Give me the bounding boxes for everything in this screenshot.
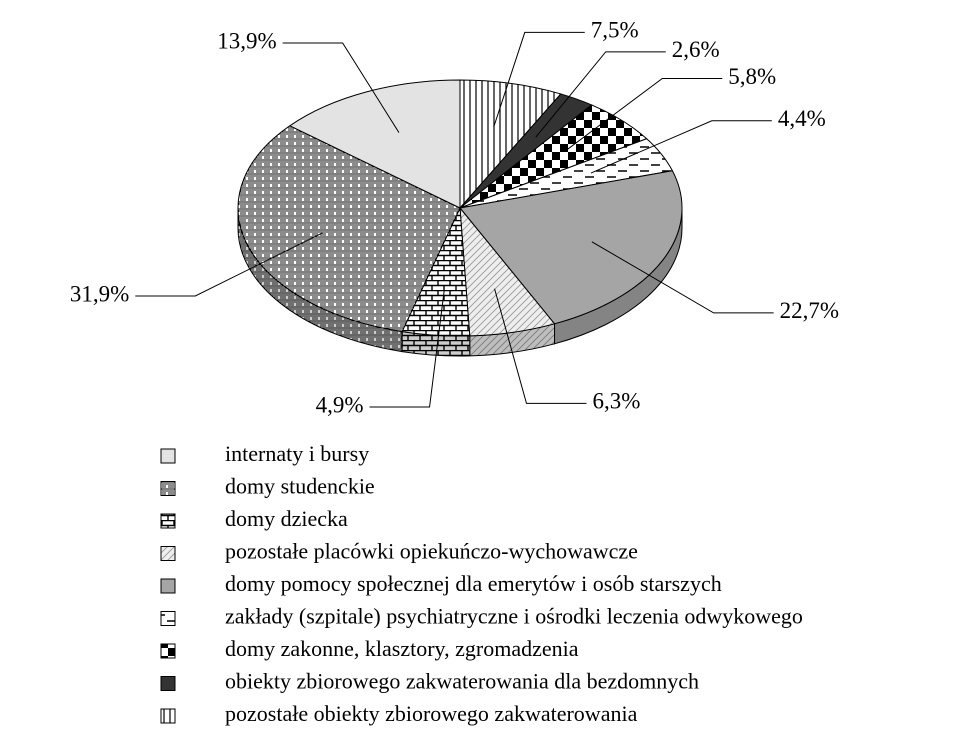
legend-swatch (160, 513, 176, 529)
data-label: 31,9% (70, 281, 129, 306)
legend-swatch (160, 481, 176, 496)
legend-label: pozostałe placówki opiekuńczo-wychowawcz… (225, 539, 638, 564)
data-label: 4,4% (778, 106, 826, 131)
legend-label: internaty i bursy (225, 441, 369, 466)
legend-swatch (160, 611, 176, 626)
data-label: 22,7% (780, 298, 839, 323)
legend-swatch (160, 643, 176, 659)
slice-side-shade (402, 331, 470, 357)
legend-swatch (160, 448, 176, 464)
legend-label: obiekty zbiorowego zakwaterowania dla be… (225, 669, 699, 694)
legend-label: domy dziecka (225, 506, 348, 531)
slice (459, 170, 683, 325)
legend-label: domy zakonne, klasztory, zgromadzenia (225, 636, 579, 661)
legend-swatch (160, 708, 176, 724)
data-label: 5,8% (728, 64, 776, 89)
legend-label: zakłady (szpitale) psychiatryczne i ośro… (225, 604, 803, 629)
legend-swatch (160, 676, 176, 691)
leader-line (135, 232, 323, 297)
slice (459, 79, 562, 210)
data-label: 6,3% (592, 389, 640, 414)
leader-line (282, 42, 400, 133)
data-label: 4,9% (316, 392, 364, 417)
data-label: 7,5% (591, 18, 639, 43)
legend-swatch (160, 546, 176, 561)
leader-line (564, 77, 723, 152)
legend-label: pozostałe obiekty zbiorowego zakwaterowa… (225, 701, 638, 726)
slice (288, 79, 461, 209)
leader-line (494, 288, 587, 404)
leader-line (591, 241, 774, 314)
leader-line (369, 290, 445, 408)
leader-line (590, 120, 772, 174)
legend-label: domy pomocy społecznej dla emerytów i os… (225, 571, 722, 596)
data-label: 13,9% (217, 28, 276, 53)
slice (237, 125, 461, 333)
legend-label: domy studenckie (225, 474, 375, 499)
leader-line (493, 31, 585, 128)
slice-side-shade (554, 208, 682, 344)
data-label: 2,6% (672, 37, 720, 62)
leader-line (535, 51, 666, 138)
slice-side-shade (238, 208, 403, 352)
slice-side-shade (469, 323, 555, 356)
legend-swatch (160, 578, 176, 594)
